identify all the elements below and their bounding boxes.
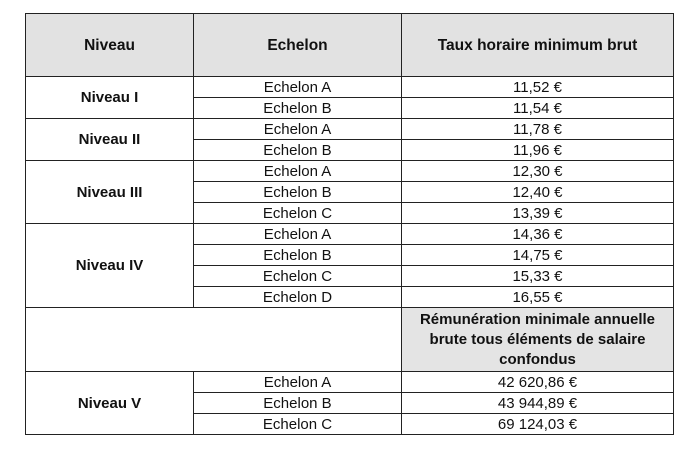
subheader-remuneration: Rémunération minimale annuelle brute tou…: [401, 307, 674, 372]
value-cell: 13,39 €: [401, 202, 674, 224]
blank-cell: [25, 307, 402, 372]
value-cell: 11,54 €: [401, 97, 674, 119]
echelon-cell: Echelon A: [193, 118, 402, 140]
echelon-cell: Echelon A: [193, 223, 402, 245]
value-cell: 42 620,86 €: [401, 371, 674, 393]
echelon-cell: Echelon D: [193, 286, 402, 308]
echelon-cell: Echelon C: [193, 202, 402, 224]
table-row: Echelon B 12,40 €: [26, 181, 674, 203]
echelon-cell: Echelon C: [193, 265, 402, 287]
echelon-cell: Echelon C: [193, 413, 402, 435]
table-row: Echelon B 43 944,89 €: [26, 392, 674, 414]
table-row: Echelon B 14,75 €: [26, 244, 674, 266]
value-cell: 11,78 €: [401, 118, 674, 140]
table-row: Niveau IV Echelon A 14,36 €: [25, 223, 674, 308]
niveau-cell: Niveau II: [25, 118, 194, 161]
echelon-cell: Echelon B: [193, 139, 402, 161]
table-row: Niveau III Echelon A 12,30 €: [25, 160, 674, 224]
niveau-cell: Niveau IV: [25, 223, 194, 308]
echelon-cell: Echelon A: [193, 371, 402, 393]
header-niveau: Niveau: [25, 13, 194, 77]
table-row: Niveau V Echelon A 42 620,86 €: [25, 371, 674, 435]
value-cell: 11,52 €: [401, 76, 674, 98]
echelon-cell: Echelon B: [193, 97, 402, 119]
value-cell: 16,55 €: [401, 286, 674, 308]
salary-grid-table: Niveau Echelon Taux horaire minimum brut…: [25, 13, 674, 435]
header-echelon: Echelon: [193, 13, 402, 77]
echelon-cell: Echelon B: [193, 392, 402, 414]
table-row: Echelon D 16,55 €: [26, 286, 674, 308]
value-cell: 12,30 €: [401, 160, 674, 182]
table-row: Echelon C 69 124,03 €: [26, 413, 674, 435]
value-cell: 14,36 €: [401, 223, 674, 245]
subheader-row: Rémunération minimale annuelle brute tou…: [25, 307, 674, 372]
header-taux: Taux horaire minimum brut: [401, 13, 674, 77]
echelon-cell: Echelon A: [193, 160, 402, 182]
value-cell: 14,75 €: [401, 244, 674, 266]
header-row: Niveau Echelon Taux horaire minimum brut: [25, 13, 674, 77]
echelon-cell: Echelon A: [193, 76, 402, 98]
niveau-cell: Niveau III: [25, 160, 194, 224]
niveau-cell: Niveau I: [25, 76, 194, 119]
value-cell: 43 944,89 €: [401, 392, 674, 414]
echelon-cell: Echelon B: [193, 244, 402, 266]
table-row: Niveau II Echelon A 11,78 €: [25, 118, 674, 161]
table-row: Niveau I Echelon A 11,52 €: [25, 76, 674, 119]
echelon-cell: Echelon B: [193, 181, 402, 203]
value-cell: 12,40 €: [401, 181, 674, 203]
value-cell: 69 124,03 €: [401, 413, 674, 435]
value-cell: 15,33 €: [401, 265, 674, 287]
niveau-cell: Niveau V: [25, 371, 194, 435]
value-cell: 11,96 €: [401, 139, 674, 161]
